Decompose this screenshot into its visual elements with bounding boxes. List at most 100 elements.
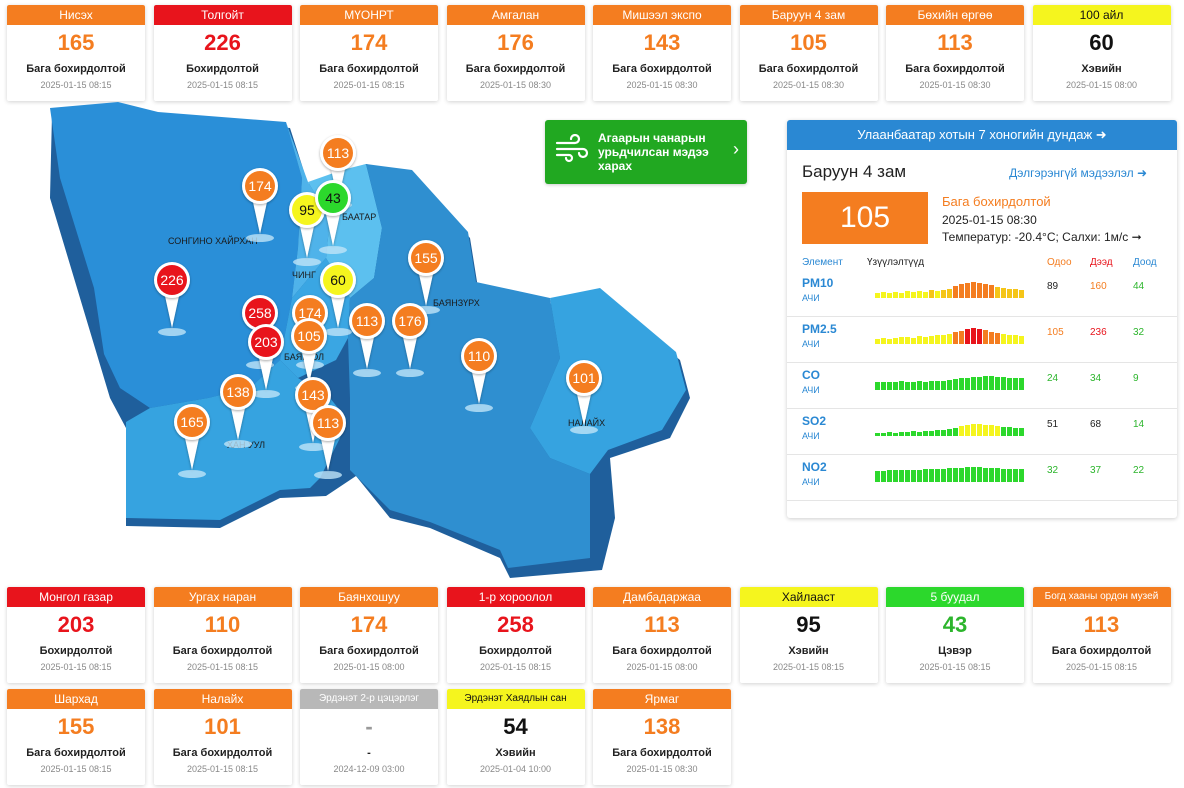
station-card[interactable]: Нисэх 165 Бага бохирдолтой 2025-01-15 08:15: [7, 5, 145, 101]
map-pin[interactable]: 113: [310, 405, 346, 479]
station-time: 2025-01-15 08:15: [40, 662, 112, 672]
station-card[interactable]: Бөхийн өргөө 113 Бага бохирдолтой 2025-01-1…: [886, 5, 1024, 101]
station-time: 2025-01-15 08:15: [40, 80, 112, 90]
pin-value: 101: [572, 370, 596, 386]
station-aqi: 43: [942, 612, 968, 637]
map-pin[interactable]: 174: [242, 168, 278, 242]
station-card[interactable]: Эрдэнэт 2-р цэцэрлэг - - 2024-12-09 03:00: [300, 689, 438, 785]
district-label: СОНГИНО ХАЙРХАН: [168, 235, 258, 246]
district-khan-uul[interactable]: [126, 360, 346, 520]
pin-value: 176: [398, 313, 422, 329]
map-pin[interactable]: 60: [320, 262, 356, 336]
pin-value: 105: [297, 328, 321, 344]
station-name: Баруун 4 зам: [739, 5, 878, 25]
station-card[interactable]: Баруун 4 зам 105 Бага бохирдолтой 2025-01-1…: [739, 5, 878, 101]
station-card[interactable]: Толгойт 226 Бохирдолтой 2025-01-15 08:15: [153, 5, 292, 101]
pollutant-name: NO2: [802, 460, 827, 474]
district-label: ЧИНГ: [292, 270, 316, 280]
pin-value: 113: [317, 415, 340, 431]
station-card[interactable]: Монгол газар 203 Бохирдолтой 2025-01-15 08:…: [7, 587, 145, 683]
wind-icon: [555, 133, 589, 169]
map-pin[interactable]: 43: [315, 180, 351, 254]
pin-value: 113: [327, 145, 350, 161]
pin-value: 95: [299, 202, 315, 218]
station-aqi: 155: [57, 714, 95, 739]
forecast-button[interactable]: Агаарын чанарын урьдчилсан мэдээ харах ›: [545, 120, 747, 184]
pin-value: 203: [254, 334, 278, 350]
station-status: Хэвийн: [495, 747, 536, 759]
station-aqi: 176: [497, 30, 534, 55]
station-card[interactable]: Хайлааст 95 Хэвийн 2025-01-15 08:15: [739, 587, 878, 683]
station-card[interactable]: Богд хааны ордон музей 113 Бага бохирдолто…: [1032, 587, 1171, 683]
pollutant-max: 160: [1090, 281, 1107, 292]
map-pin[interactable]: 203: [248, 324, 284, 398]
pollutant-max: 34: [1090, 373, 1102, 384]
station-name: Налайх: [153, 689, 292, 709]
station-status: Бага бохирдолтой: [26, 747, 126, 759]
map-pin[interactable]: 113: [349, 303, 385, 377]
station-status: Бага бохирдолтой: [1051, 645, 1152, 657]
pin-value: 143: [301, 387, 325, 403]
map-pin[interactable]: 101: [566, 360, 602, 434]
station-time: 2025-01-15 08:00: [626, 662, 698, 672]
district-songinokhairkhan[interactable]: [50, 102, 302, 408]
station-aqi: 226: [204, 30, 241, 55]
station-card[interactable]: Шархад 155 Бага бохирдолтой 2025-01-15 08:1…: [7, 689, 145, 785]
station-status: Бохирдолтой: [479, 645, 552, 657]
station-card[interactable]: 5 буудал 43 Цэвэр 2025-01-15 08:15: [886, 587, 1024, 683]
map-pin[interactable]: 226: [154, 262, 190, 336]
station-status: Бага бохирдолтой: [905, 63, 1005, 75]
map-pin[interactable]: 138: [220, 374, 256, 448]
station-card[interactable]: Дамбадаржаа 113 Бага бохирдолтой 2025-01-15…: [593, 587, 731, 683]
district-nalaikh[interactable]: [530, 288, 686, 474]
station-card[interactable]: Налайх 101 Бага бохирдолтой 2025-01-15 08:1…: [153, 689, 292, 785]
station-card[interactable]: 100 айл 60 Хэвийн 2025-01-15 08:00: [1032, 5, 1171, 101]
map-pin[interactable]: 155: [408, 240, 444, 314]
station-card[interactable]: Мишээл экспо 143 Бага бохирдолтой 2025-01-1…: [593, 5, 731, 101]
pollutant-now: 51: [1047, 419, 1059, 430]
station-time: 2025-01-15 08:15: [333, 80, 405, 90]
station-card[interactable]: МҮОНРТ 174 Бага бохирдолтой 2025-01-15 08:1…: [300, 5, 438, 101]
map-pin[interactable]: 110: [461, 338, 497, 412]
station-aqi: 110: [204, 612, 241, 637]
pollutant-now: 32: [1047, 465, 1059, 476]
station-status: Бага бохирдолтой: [612, 645, 712, 657]
station-time: 2025-01-15 08:30: [479, 80, 552, 90]
pollutant-now: 105: [1047, 327, 1064, 338]
map-pin[interactable]: 165: [174, 404, 210, 478]
district-label: НАЛАЙХ: [568, 417, 605, 428]
map-pin[interactable]: 176: [392, 303, 428, 377]
pollutant-sparkline: [875, 328, 1024, 344]
pollutant-unit: АЧИ: [802, 293, 820, 303]
station-card[interactable]: Амгалан 176 Бага бохирдолтой 2025-01-15 08:…: [446, 5, 585, 101]
station-aqi: 143: [643, 30, 681, 55]
station-name: Дамбадаржаа: [593, 587, 731, 607]
station-time: 2025-01-15 08:15: [186, 662, 259, 672]
weekly-average-link[interactable]: Улаанбаатар хотын 7 хоногийн дундаж ➜: [787, 120, 1177, 150]
station-status: Бохирдолтой: [39, 645, 113, 657]
station-aqi: 113: [937, 30, 973, 55]
weather-text: Температур: -20.4°C; Салхи: 1м/с: [942, 230, 1129, 244]
station-card[interactable]: Ургах наран 110 Бага бохирдолтой 2025-01-15…: [153, 587, 292, 683]
station-aqi: 258: [497, 612, 534, 637]
station-card[interactable]: Баянхошуу 174 Бага бохирдолтой 2025-01-15 0…: [300, 587, 438, 683]
pollutant-now: 89: [1047, 281, 1059, 292]
pollutant-row: NO2 АЧИ 32 37 22: [787, 454, 1177, 501]
pin-value: 138: [226, 384, 250, 400]
header-max: Дээд: [1090, 257, 1113, 268]
station-card[interactable]: Ярмаг 138 Бага бохирдолтой 2025-01-15 08:30: [593, 689, 731, 785]
station-name: Мишээл экспо: [593, 5, 731, 25]
map-pin[interactable]: 105: [291, 318, 327, 392]
station-time: 2025-01-15 08:30: [772, 80, 845, 90]
station-status: Бага бохирдолтой: [758, 63, 859, 75]
aqi-value: 105: [802, 192, 928, 244]
station-name: Амгалан: [446, 5, 585, 25]
station-card[interactable]: Эрдэнэт Хаядлын сан 54 Хэвийн 2025-01-04 10…: [446, 689, 585, 785]
station-status: Хэвийн: [1081, 63, 1122, 75]
station-time: 2025-01-15 08:15: [479, 662, 552, 672]
station-card[interactable]: 1-р хороолол 258 Бохирдолтой 2025-01-15 08:…: [446, 587, 585, 683]
detail-link[interactable]: Дэлгэрэнгүй мэдээлэл ➜: [1009, 166, 1147, 180]
arrow-right-icon: ➞: [1131, 230, 1142, 244]
station-name: Ургах наран: [153, 587, 292, 607]
station-name: Богд хааны ордон музей: [1032, 587, 1171, 607]
